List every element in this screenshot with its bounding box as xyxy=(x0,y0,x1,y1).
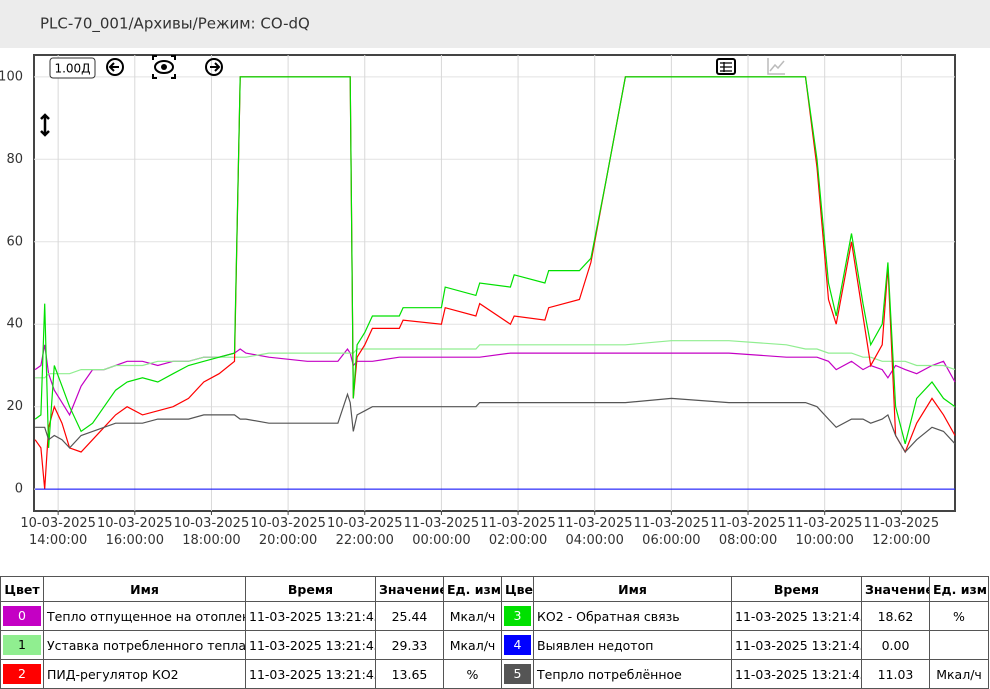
x-tick-label: 10-03-2025 18:00:00 xyxy=(174,516,250,548)
y-tick-label: 20 xyxy=(6,399,23,414)
x-tick-label: 11-03-2025 00:00:00 xyxy=(404,516,480,548)
color-swatch: 2 xyxy=(3,664,41,684)
table-button[interactable] xyxy=(716,58,736,75)
color-swatch: 1 xyxy=(3,635,41,655)
color-cell: 3 xyxy=(501,601,534,631)
unit-cell: Мкал/ч xyxy=(443,601,502,631)
color-swatch: 4 xyxy=(504,635,531,655)
column-header: Время xyxy=(731,576,862,602)
value-cell: 25.44 xyxy=(375,601,444,631)
table-row: 2 ПИД-регулятор КО2 11-03-2025 13:21:45 13.… xyxy=(0,659,989,689)
x-tick-label: 11-03-2025 06:00:00 xyxy=(634,516,710,548)
color-swatch: 0 xyxy=(3,606,41,626)
series-name: Уставка потребленного тепла xyxy=(43,630,246,660)
series-line xyxy=(34,76,956,490)
color-swatch: 5 xyxy=(504,664,531,684)
scale-button-label[interactable]: 1.00Д xyxy=(54,62,90,76)
column-header: Цвет xyxy=(0,576,44,602)
y-tick-label: 80 xyxy=(6,152,23,167)
unit-cell: Мкал/ч xyxy=(443,630,502,660)
time-cell: 11-03-2025 13:21:45 xyxy=(245,630,376,660)
back-button[interactable] xyxy=(106,58,124,76)
x-tick-label: 11-03-2025 12:00:00 xyxy=(864,516,940,548)
x-tick-label: 10-03-2025 20:00:00 xyxy=(250,516,326,548)
unit-cell: % xyxy=(443,659,502,689)
forward-button[interactable] xyxy=(205,58,223,76)
series-line xyxy=(35,392,956,453)
time-cell: 11-03-2025 13:21:45 xyxy=(731,601,862,631)
y-tick-label: 60 xyxy=(6,234,23,249)
unit-cell: % xyxy=(929,601,989,631)
color-swatch: 3 xyxy=(504,606,531,626)
series-name: КО2 - Обратная связь xyxy=(533,601,732,631)
column-header: Ед. изм. xyxy=(929,576,989,602)
time-cell: 11-03-2025 13:21:45 xyxy=(731,630,862,660)
y-tick-label: 100 xyxy=(0,69,23,84)
unit-cell: Мкал/ч xyxy=(929,659,989,689)
value-cell: 0.00 xyxy=(861,630,930,660)
color-cell: 4 xyxy=(501,630,534,660)
column-header: Значение xyxy=(375,576,444,602)
chart-button[interactable] xyxy=(767,58,785,75)
zoom-vertical-icon xyxy=(40,113,50,137)
header-bar xyxy=(0,0,990,48)
table-row: 1 Уставка потребленного тепла 11-03-2025 1… xyxy=(0,630,989,660)
column-header: Имя xyxy=(43,576,246,602)
series-name: Выявлен недотоп xyxy=(533,630,732,660)
series-name: Тепло отпущенное на отопление xyxy=(43,601,246,631)
x-tick-label: 10-03-2025 22:00:00 xyxy=(327,516,403,548)
color-cell: 2 xyxy=(0,659,44,689)
column-header: Время xyxy=(245,576,376,602)
value-cell: 13.65 xyxy=(375,659,444,689)
series-line xyxy=(34,76,956,448)
series-name: Тепрло потреблённое xyxy=(533,659,732,689)
time-cell: 11-03-2025 13:21:45 xyxy=(245,659,376,689)
x-tick-label: 11-03-2025 08:00:00 xyxy=(710,516,786,548)
series-name: ПИД-регулятор КО2 xyxy=(43,659,246,689)
x-tick-label: 10-03-2025 16:00:00 xyxy=(97,516,173,548)
series-line xyxy=(35,340,956,379)
screen: PLC-70_001/Архивы/Режим: CO-dQ 1.00Д 0 20… xyxy=(0,0,990,548)
column-header: Значение xyxy=(861,576,930,602)
color-cell: 5 xyxy=(501,659,534,689)
plot-frame xyxy=(33,54,956,512)
x-tick-label: 11-03-2025 02:00:00 xyxy=(480,516,556,548)
y-tick-label: 0 xyxy=(15,482,23,497)
table-row: 0 Тепло отпущенное на отопление 11-03-2025… xyxy=(0,601,989,631)
column-header: Ед. изм. xyxy=(443,576,502,602)
view-button[interactable] xyxy=(152,55,176,79)
value-cell: 29.33 xyxy=(375,630,444,660)
y-tick-label: 40 xyxy=(6,317,23,332)
unit-cell xyxy=(929,630,989,660)
x-tick-label: 11-03-2025 10:00:00 xyxy=(787,516,863,548)
column-header: Имя xyxy=(533,576,732,602)
x-tick-label: 11-03-2025 04:00:00 xyxy=(557,516,633,548)
value-cell: 18.62 xyxy=(861,601,930,631)
time-cell: 11-03-2025 13:21:45 xyxy=(245,601,376,631)
time-cell: 11-03-2025 13:21:45 xyxy=(731,659,862,689)
column-header: Цвет xyxy=(501,576,534,602)
header-title: PLC-70_001/Архивы/Режим: CO-dQ xyxy=(40,15,310,34)
value-cell: 11.03 xyxy=(861,659,930,689)
x-tick-label: 10-03-2025 14:00:00 xyxy=(20,516,96,548)
scale-button[interactable] xyxy=(49,57,96,79)
color-cell: 0 xyxy=(0,601,44,631)
color-cell: 1 xyxy=(0,630,44,660)
series-line xyxy=(34,344,956,417)
